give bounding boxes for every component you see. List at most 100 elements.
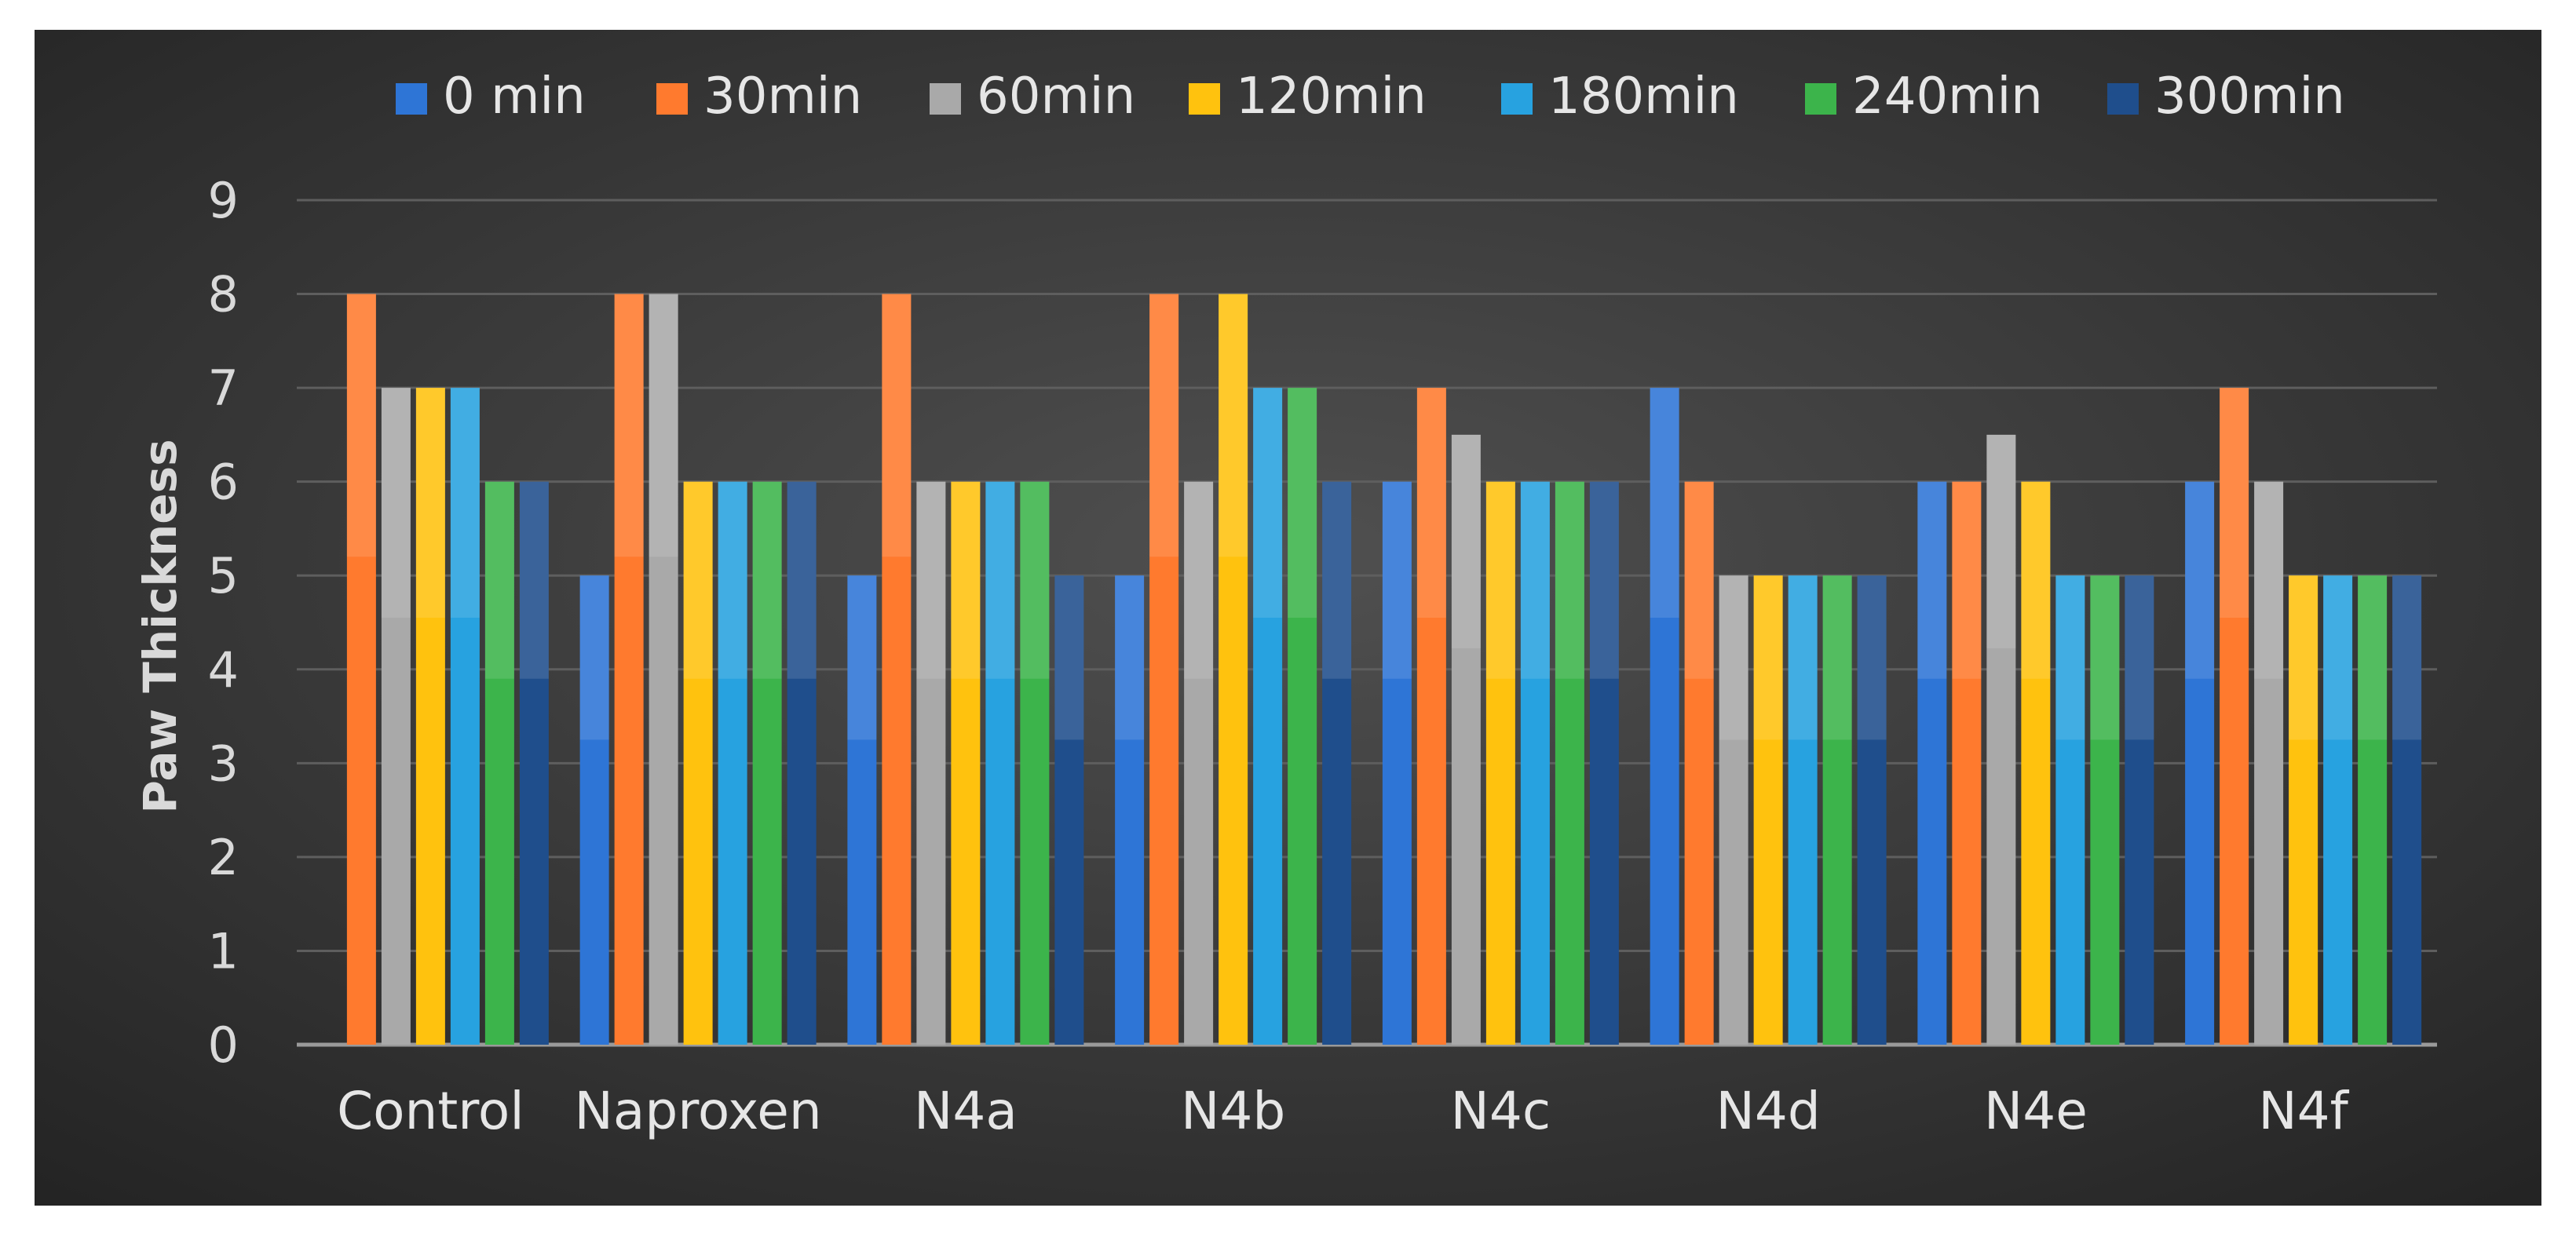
x-tick-label-control: Control: [337, 1081, 524, 1141]
x-tick-label-n4c: N4c: [1451, 1081, 1551, 1141]
bar-highlight: [1952, 481, 1982, 679]
bar-highlight: [1555, 481, 1584, 679]
bar-highlight: [985, 481, 1015, 679]
bar-highlight: [787, 481, 817, 679]
y-tick-label: 8: [208, 266, 239, 323]
legend-label-60min: 60min: [977, 68, 1135, 126]
bar-highlight: [2185, 481, 2215, 679]
bar-highlight: [519, 481, 549, 679]
bar-n4f-30min: [2220, 388, 2249, 1045]
bar-highlight: [882, 294, 912, 557]
y-tick-label: 9: [208, 172, 239, 229]
bar-n4b-60min: [1184, 481, 1214, 1045]
bar-control-60min: [381, 388, 411, 1045]
bar-n4c-30min: [1416, 388, 1446, 1045]
bar-n4a-300min: [1054, 575, 1084, 1045]
bar-control-240min: [484, 481, 514, 1045]
y-tick-label: 4: [208, 641, 239, 699]
bar-highlight: [1684, 481, 1714, 679]
legend-label-0-min: 0 min: [443, 68, 586, 126]
bar-highlight: [415, 388, 445, 618]
bar-control-180min: [450, 388, 480, 1045]
bar-n4a-0-min: [847, 575, 877, 1045]
bar-highlight: [1416, 388, 1446, 618]
legend-swatch-60min: [930, 83, 961, 115]
bar-highlight: [916, 481, 946, 679]
bar-n4d-60min: [1719, 575, 1748, 1045]
y-tick-label: 6: [208, 454, 239, 511]
bar-highlight: [1520, 481, 1550, 679]
bar-highlight: [1917, 481, 1947, 679]
bar-highlight: [2021, 481, 2051, 679]
bar-highlight: [1219, 294, 1248, 557]
bar-highlight: [1822, 575, 1852, 740]
bar-control-30min: [346, 294, 376, 1045]
legend-label-240min: 240min: [1852, 68, 2043, 126]
bar-highlight: [649, 294, 678, 557]
bar-chart: 0 min 30min 60min 120min 180min 240min 300min …: [35, 30, 2541, 1206]
bar-n4e-300min: [2125, 575, 2154, 1045]
bar-highlight: [847, 575, 877, 740]
bar-n4b-180min: [1253, 388, 1283, 1045]
bar-highlight: [1451, 434, 1481, 648]
bar-n4c-180min: [1520, 481, 1550, 1045]
bar-highlight: [346, 294, 376, 557]
bar-highlight: [1184, 481, 1214, 679]
bar-highlight: [1650, 388, 1679, 618]
x-tick-labels: Control Naproxen N4a N4b N4c N4d N4e N4f: [337, 1081, 2350, 1141]
bar-highlight: [951, 481, 981, 679]
bar-highlight: [2254, 481, 2284, 679]
bar-highlight: [450, 388, 480, 618]
bar-highlight: [1788, 575, 1818, 740]
legend-swatch-300min: [2107, 83, 2139, 115]
bar-n4f-180min: [2323, 575, 2353, 1045]
bar-control-300min: [519, 481, 549, 1045]
bar-highlight: [2220, 388, 2249, 618]
bar-n4e-120min: [2021, 481, 2051, 1045]
x-tick-label-n4d: N4d: [1716, 1081, 1820, 1141]
x-tick-label-n4f: N4f: [2258, 1081, 2349, 1141]
bar-n4b-0-min: [1115, 575, 1145, 1045]
bar-naproxen-240min: [752, 481, 782, 1045]
bar-highlight: [2289, 575, 2318, 740]
bar-n4d-180min: [1788, 575, 1818, 1045]
bar-highlight: [718, 481, 747, 679]
bar-n4e-180min: [2055, 575, 2085, 1045]
x-tick-label-naproxen: Naproxen: [575, 1081, 822, 1141]
bar-highlight: [2323, 575, 2353, 740]
legend-swatch-180min: [1501, 83, 1533, 115]
bar-naproxen-300min: [787, 481, 817, 1045]
bar-n4f-300min: [2392, 575, 2422, 1045]
bar-n4a-120min: [951, 481, 981, 1045]
bar-naproxen-120min: [683, 481, 713, 1045]
y-tick-label: 7: [208, 359, 239, 417]
bar-n4e-240min: [2090, 575, 2120, 1045]
legend-swatch-240min: [1805, 83, 1836, 115]
bar-n4f-240min: [2358, 575, 2388, 1045]
x-tick-label-n4e: N4e: [1984, 1081, 2088, 1141]
bar-highlight: [1253, 388, 1283, 618]
legend-swatch-30min: [656, 83, 688, 115]
bar-n4b-30min: [1149, 294, 1179, 1045]
bar-highlight: [1719, 575, 1748, 740]
bar-n4b-300min: [1322, 481, 1352, 1045]
x-tick-label-n4b: N4b: [1181, 1081, 1285, 1141]
bar-naproxen-180min: [718, 481, 747, 1045]
bar-highlight: [484, 481, 514, 679]
y-tick-label: 1: [208, 922, 239, 980]
bar-n4a-240min: [1020, 481, 1050, 1045]
bar-n4a-30min: [882, 294, 912, 1045]
bar-highlight: [2090, 575, 2120, 740]
bar-highlight: [1322, 481, 1352, 679]
bar-n4b-120min: [1219, 294, 1248, 1045]
bar-n4c-300min: [1589, 481, 1619, 1045]
y-axis-label: Paw Thickness: [133, 439, 187, 813]
bar-naproxen-60min: [649, 294, 678, 1045]
bar-n4c-0-min: [1382, 481, 1412, 1045]
bar-highlight: [1589, 481, 1619, 679]
bar-highlight: [2125, 575, 2154, 740]
legend-label-30min: 30min: [703, 68, 862, 126]
bar-n4d-120min: [1753, 575, 1783, 1045]
bars: [346, 294, 2422, 1045]
bar-highlight: [1149, 294, 1179, 557]
